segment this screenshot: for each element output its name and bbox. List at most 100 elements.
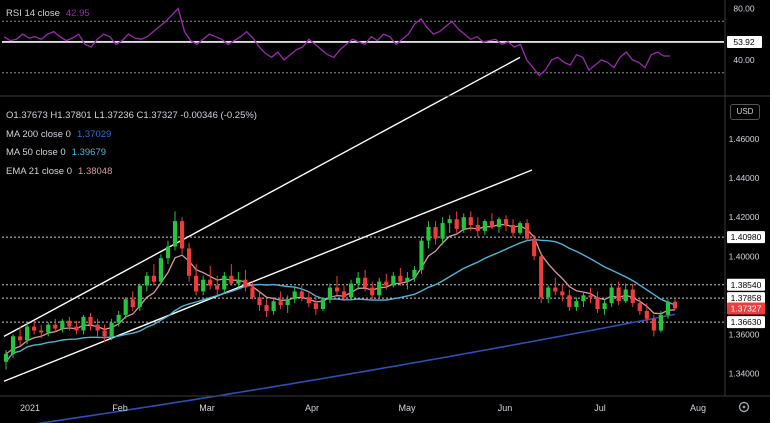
ma200-legend: MA 200 close 0 1.37029 [6,129,111,140]
candle-body [165,246,171,259]
candle-body [285,299,290,306]
candle-body [461,217,466,229]
candle-body [623,289,628,302]
candle-body [299,291,304,298]
ohlc-low: 1.37236 [99,110,134,121]
candle-body [10,336,16,354]
candle-body [440,223,445,239]
ma50-legend-label: MA 50 close 0 [6,147,66,158]
candle-body [271,301,276,311]
price-tag [727,292,765,305]
candle-body [517,223,523,233]
time-tick-label: Feb [112,403,128,413]
ohlc-open: 1.37673 [13,110,48,121]
candle-body [356,277,361,284]
candle-body [243,279,248,288]
rsi-marker-tag [727,35,762,48]
time-tick-label: May [398,403,416,413]
candle-body [475,225,480,231]
ma200-line [36,313,676,423]
candle-body [553,287,558,292]
candle-body [236,279,241,284]
candle-body [53,324,58,329]
rsi-tick-label: 80.00 [733,3,755,13]
axes: 80.00 40.00 53.92 1.46000 1.44000 1.42000 1.40… [0,0,770,413]
candle-body [447,219,452,224]
candle-body [81,316,86,331]
ema21-legend: EMA 21 close 0 1.38048 [6,166,112,177]
ma200-legend-value: 1.37029 [76,129,112,140]
candle-body [109,322,114,337]
candle-body [560,291,565,296]
price-tick-label: 1.42000 [729,212,760,222]
candle-body [405,277,410,282]
candle-body [264,305,269,311]
price-tag-label: 1.37327 [731,303,762,313]
price-tag [727,316,765,329]
price-tag [727,278,765,291]
price-tag-label: 1.38540 [731,280,762,290]
currency-button[interactable]: USD [730,104,760,120]
candle-body [412,269,417,278]
candle-body [370,287,375,296]
price-tag-label: 1.40980 [731,232,762,242]
time-tick-label: 2021 [20,403,40,413]
gear-ring [738,401,750,413]
candle-body [532,238,537,257]
candle-body [123,299,128,315]
ohlc-close: 1.37327 [143,110,178,121]
candle-body [102,330,107,337]
candle-body [377,281,382,296]
candle-body [257,297,262,306]
candle-body [116,314,121,323]
candle-body [574,301,579,308]
candle-body [95,324,100,331]
time-tick-label: Jun [498,403,513,413]
candle-body [672,301,678,309]
candle-body [313,303,318,310]
ma50-legend-value: 1.39679 [71,147,107,158]
time-tick-label: Aug [690,403,706,413]
price-tick-label: 1.46000 [729,134,760,144]
rsi-legend: RSI 14 close 42.95 [6,8,90,19]
candle-body [327,287,333,300]
ma50-line [5,238,676,363]
ohlc-high: 1.37801 [57,110,92,121]
candle-body [144,275,149,286]
candle-body [17,336,23,341]
candle-body [595,297,600,310]
candle-body [546,287,551,298]
rsi-marker-tag-label: 53.92 [733,37,755,47]
ohlc-change: -0.00346 [180,110,218,121]
candle-body [539,256,544,298]
candle-body [278,301,283,306]
candle-body [503,219,509,226]
price-tag-label: 1.36630 [731,317,762,327]
candle-body [222,275,227,290]
candle-body [525,223,530,239]
candle-body [250,287,255,298]
candle-body [363,277,368,288]
candle-body [215,285,220,290]
candle-body [384,281,389,286]
price-tick-label: 1.34000 [729,368,760,378]
ema21-legend-label: EMA 21 close 0 [6,166,73,177]
time-tick-label: Apr [305,403,319,413]
candle-body [637,303,642,311]
candle-body [187,248,192,276]
ema21-line [5,223,676,355]
candle-body [201,279,206,292]
candle-body [208,279,213,286]
ohlc-legend: O1.37673 H1.37801 L1.37236 C1.37327 -0.0… [6,110,257,121]
candle-body [426,226,431,241]
candle-body [67,320,72,327]
price-tick-label: 1.44000 [729,173,760,183]
candle-body [609,287,614,304]
rsi-panel [2,7,724,77]
price-tag-label: 1.37858 [731,293,762,303]
rsi-legend-value: 42.95 [65,8,90,19]
candle-body [348,283,354,298]
gear-icon[interactable] [738,401,750,413]
candle-body [172,221,178,247]
